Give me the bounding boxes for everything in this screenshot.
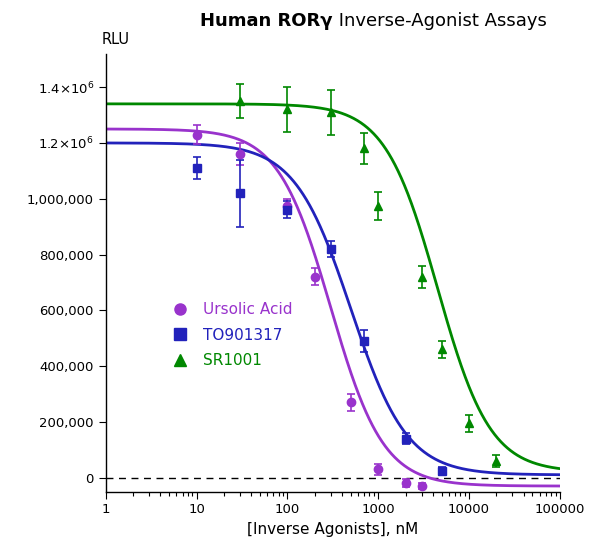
Legend: Ursolic Acid, TO901317, SR1001: Ursolic Acid, TO901317, SR1001 [159, 296, 299, 374]
Text: Inverse-Agonist Assays: Inverse-Agonist Assays [333, 12, 547, 30]
Text: RLU: RLU [101, 32, 129, 47]
X-axis label: [Inverse Agonists], nM: [Inverse Agonists], nM [247, 522, 418, 537]
Text: Human RORγ: Human RORγ [200, 12, 333, 30]
